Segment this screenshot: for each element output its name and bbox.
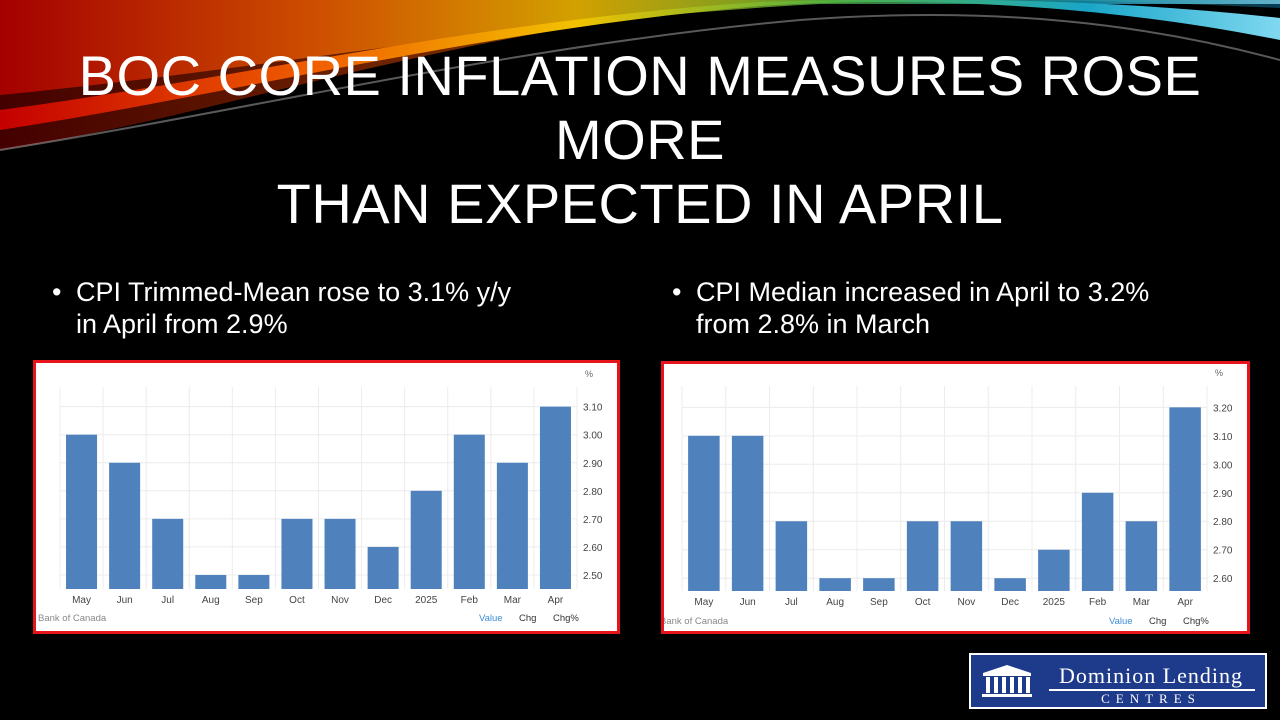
bar [109, 462, 141, 589]
x-tick-label: Feb [461, 595, 479, 606]
chart-trimmed-mean: 2.50 2.60 2.70 2.80 2.90 3.00 3.10% May Jun Jul Au… [38, 369, 603, 624]
x-tick-label: Oct [289, 595, 305, 606]
x-tick-label: Jun [117, 595, 133, 606]
y-tick-label: 2.60 [1213, 574, 1233, 585]
x-tick-label: Nov [957, 597, 975, 608]
bar [367, 546, 399, 589]
bullet-median: • CPI Median increased in April to 3.2% … [672, 276, 1202, 340]
bar [950, 521, 983, 591]
footer-link-chg-pct[interactable]: Chg% [553, 613, 579, 624]
bar [1169, 407, 1201, 591]
y-tick-label: 2.50 [583, 571, 603, 582]
y-tick-label: 2.90 [583, 459, 603, 470]
chart-source: Bank of Canada [38, 613, 107, 624]
y-tick-label: 3.10 [1213, 432, 1233, 443]
y-tick-label: 2.70 [583, 515, 603, 526]
x-tick-label: May [694, 597, 713, 608]
bar [819, 578, 851, 591]
x-tick-label: Aug [202, 595, 220, 606]
bullet-trimmed-mean-text: CPI Trimmed-Mean rose to 3.1% y/y in Apr… [76, 277, 512, 339]
x-tick-label: Nov [331, 595, 349, 606]
chart-median: 2.60 2.70 2.80 2.90 3.00 3.10 3.20% May Jun Jul Au… [664, 368, 1233, 627]
x-tick-label: Aug [826, 597, 844, 608]
footer-link-value[interactable]: Value [479, 613, 503, 624]
bar [688, 435, 720, 591]
x-tick-label: Oct [915, 597, 931, 608]
logo-divider [1049, 689, 1255, 691]
bullet-median-text: CPI Median increased in April to 3.2% fr… [696, 277, 1150, 339]
dominion-lending-logo: Dominion Lending CENTRES [969, 653, 1267, 709]
x-tick-label: May [72, 595, 91, 606]
y-tick-label: 2.80 [583, 487, 603, 498]
bar [152, 518, 184, 589]
bullet-dot: • [52, 277, 62, 307]
chart-source: Bank of Canada [664, 616, 729, 627]
x-tick-label: Dec [374, 595, 392, 606]
logo-subtitle: CENTRES [1101, 691, 1201, 706]
x-tick-label: Sep [245, 595, 263, 606]
bar [324, 518, 356, 589]
bar [863, 578, 895, 591]
x-tick-label: Jul [785, 597, 798, 608]
footer-link-chg[interactable]: Chg [519, 613, 536, 624]
x-tick-label: 2025 [1043, 597, 1066, 608]
x-tick-label: Dec [1001, 597, 1019, 608]
unit-label: % [1215, 368, 1223, 378]
x-tick-label: Apr [548, 595, 564, 606]
y-tick-label: 2.90 [1213, 489, 1233, 500]
footer-link-value[interactable]: Value [1109, 616, 1133, 627]
unit-label: % [585, 369, 593, 379]
columns-building-icon [982, 665, 1032, 697]
bar [906, 521, 939, 591]
x-tick-label: Jul [161, 595, 174, 606]
chart-panel-trimmed-mean: 2.50 2.60 2.70 2.80 2.90 3.00 3.10% May Jun Jul Au… [33, 360, 620, 634]
bar [496, 462, 528, 589]
bar [238, 574, 270, 589]
logo-name: Dominion Lending [1058, 663, 1244, 688]
x-tick-label: Sep [870, 597, 888, 608]
bar [994, 578, 1026, 591]
bullet-trimmed-mean: • CPI Trimmed-Mean rose to 3.1% y/y in A… [52, 276, 522, 340]
chart-panel-median: 2.60 2.70 2.80 2.90 3.00 3.10 3.20% May Jun Jul Au… [661, 361, 1250, 634]
x-tick-label: Jun [740, 597, 756, 608]
x-tick-label: Feb [1089, 597, 1107, 608]
bar [195, 574, 227, 589]
y-tick-label: 3.00 [583, 431, 603, 442]
y-tick-label: 2.80 [1213, 517, 1233, 528]
bar [410, 490, 442, 589]
slide-title: BOC CORE INFLATION MEASURES ROSE MORE TH… [0, 44, 1280, 236]
x-tick-label: Mar [504, 595, 522, 606]
decorative-swoosh [0, 0, 1280, 151]
bar [281, 518, 313, 589]
slide-title-line-1: BOC CORE INFLATION MEASURES ROSE MORE [78, 44, 1202, 171]
slide-title-line-2: THAN EXPECTED IN APRIL [276, 172, 1004, 235]
footer-link-chg-pct[interactable]: Chg% [1183, 616, 1209, 627]
bar [731, 435, 764, 591]
bar [1081, 492, 1114, 591]
y-tick-label: 2.70 [1213, 546, 1233, 557]
bar [1038, 549, 1070, 591]
footer-link-chg[interactable]: Chg [1149, 616, 1166, 627]
y-tick-label: 3.00 [1213, 460, 1233, 471]
x-tick-label: 2025 [415, 595, 438, 606]
bar [1125, 521, 1158, 591]
bar [66, 434, 98, 589]
x-tick-label: Mar [1133, 597, 1151, 608]
y-tick-label: 2.60 [583, 543, 603, 554]
y-tick-label: 3.10 [583, 403, 603, 414]
bar [453, 434, 485, 589]
bar [539, 406, 571, 589]
bar [775, 521, 808, 591]
x-tick-label: Apr [1177, 597, 1193, 608]
bullet-dot: • [672, 277, 682, 307]
y-tick-label: 3.20 [1213, 403, 1233, 414]
